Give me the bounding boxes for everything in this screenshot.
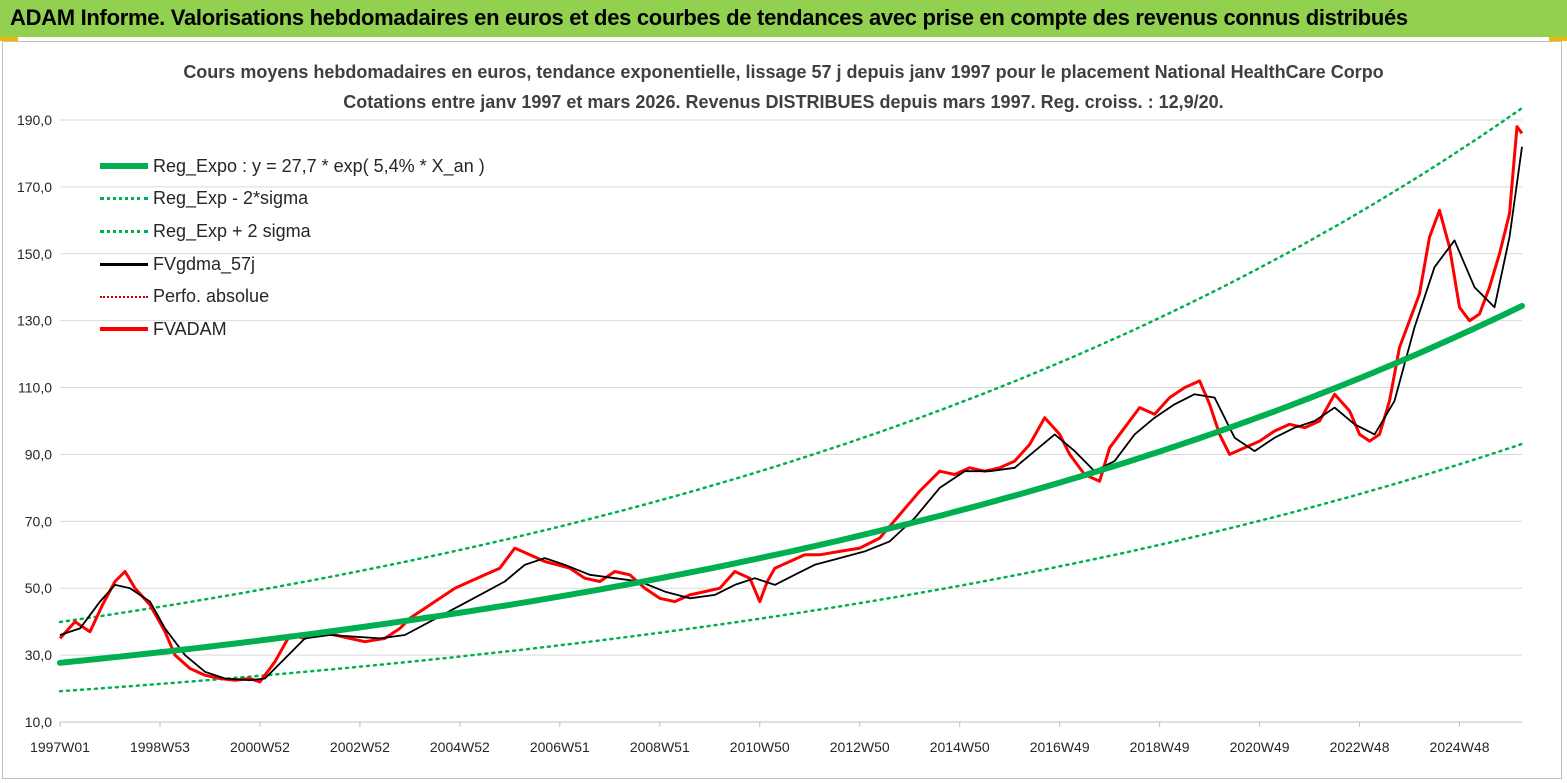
legend-label-reg-exp-plus: Reg_Exp + 2 sigma bbox=[153, 220, 311, 241]
legend-label-fvadam: FVADAM bbox=[153, 318, 227, 339]
legend-item-fvgdma: FVgdma_57j bbox=[100, 248, 485, 281]
y-tick-label: 190,0 bbox=[17, 112, 52, 128]
legend-swatch-perfo bbox=[100, 295, 148, 298]
report-banner: ADAM Informe. Valorisations hebdomadaire… bbox=[0, 0, 1567, 37]
report-title: ADAM Informe. Valorisations hebdomadaire… bbox=[10, 5, 1408, 30]
legend-label-perfo: Perfo. absolue bbox=[153, 286, 270, 307]
y-tick-label: 10,0 bbox=[25, 714, 52, 730]
legend-swatch-reg-exp-plus bbox=[100, 229, 148, 233]
legend-label-reg-exp-minus: Reg_Exp - 2*sigma bbox=[153, 188, 309, 209]
x-tick-label: 1997W01 bbox=[30, 739, 90, 755]
chart-subtitle: Cotations entre janv 1997 et mars 2026. … bbox=[343, 92, 1224, 112]
legend-item-fvadam: FVADAM bbox=[100, 313, 485, 346]
y-tick-label: 50,0 bbox=[25, 580, 52, 596]
y-tick-label: 170,0 bbox=[17, 179, 52, 195]
chart-title: Cours moyens hebdomadaires en euros, ten… bbox=[183, 62, 1384, 82]
x-tick-label: 2014W50 bbox=[930, 739, 990, 755]
series-reg-expo bbox=[57, 302, 1525, 666]
series-reg-exp-plus-2-sigma bbox=[58, 106, 1524, 624]
y-tick-label: 90,0 bbox=[25, 446, 52, 462]
legend-item-reg-expo: Reg_Expo : y = 27,7 * exp( 5,4% * X_an ) bbox=[100, 150, 485, 183]
x-tick-label: 2024W48 bbox=[1430, 739, 1490, 755]
x-tick-label: 1998W53 bbox=[130, 739, 190, 755]
y-tick-label: 150,0 bbox=[17, 246, 52, 262]
x-tick-label: 2022W48 bbox=[1330, 739, 1390, 755]
legend-item-reg-exp-minus: Reg_Exp - 2*sigma bbox=[100, 183, 485, 216]
y-tick-label: 70,0 bbox=[25, 513, 52, 529]
legend-item-perfo: Perfo. absolue bbox=[100, 280, 485, 313]
x-tick-label: 2016W49 bbox=[1030, 739, 1090, 755]
y-tick-label: 130,0 bbox=[17, 313, 52, 329]
x-tick-label: 2020W49 bbox=[1230, 739, 1290, 755]
x-tick-label: 2008W51 bbox=[630, 739, 690, 755]
chart-legend: Reg_Expo : y = 27,7 * exp( 5,4% * X_an )… bbox=[100, 150, 485, 346]
chart-frame bbox=[2, 41, 1562, 779]
x-tick-label: 2012W50 bbox=[830, 739, 890, 755]
legend-swatch-reg-expo bbox=[100, 163, 148, 170]
legend-swatch-reg-exp-minus bbox=[100, 197, 148, 201]
x-tick-label: 2002W52 bbox=[330, 739, 390, 755]
x-tick-label: 2006W51 bbox=[530, 739, 590, 755]
legend-label-fvgdma: FVgdma_57j bbox=[153, 253, 256, 274]
legend-swatch-fvgdma bbox=[100, 262, 148, 266]
x-tick-label: 2000W52 bbox=[230, 739, 290, 755]
accent-bar-left bbox=[0, 37, 18, 41]
x-tick-label: 2010W50 bbox=[730, 739, 790, 755]
y-tick-label: 30,0 bbox=[25, 647, 52, 663]
y-tick-label: 110,0 bbox=[18, 380, 52, 396]
legend-item-reg-exp-plus: Reg_Exp + 2 sigma bbox=[100, 215, 485, 248]
x-tick-label: 2018W49 bbox=[1130, 739, 1190, 755]
accent-bar-right bbox=[1549, 37, 1567, 41]
series-reg-exp-minus-2-sigma bbox=[58, 442, 1524, 693]
legend-swatch-fvadam bbox=[100, 327, 148, 332]
legend-label-reg-expo: Reg_Expo : y = 27,7 * exp( 5,4% * X_an ) bbox=[153, 155, 485, 176]
x-tick-label: 2004W52 bbox=[430, 739, 490, 755]
series-fvgdma-57j bbox=[59, 146, 1523, 682]
